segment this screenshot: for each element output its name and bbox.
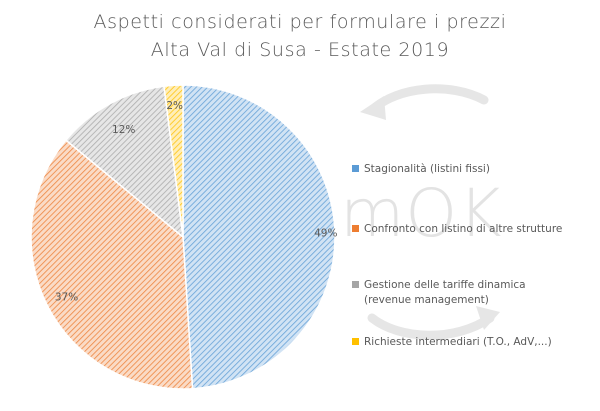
chart-title-line-2: Alta Val di Susa - Estate 2019 [151,39,449,61]
legend-item-richieste-intermediari-t-o-adv: Richieste intermediari (T.O., AdV,...) [352,336,552,348]
legend-label: Stagionalità (listini fissi) [364,163,490,175]
legend-swatch [352,281,359,288]
legend-item-stagionalit-listini-fissi: Stagionalità (listini fissi) [352,163,490,175]
legend-swatch [352,338,359,345]
legend-item-gestione-delle-tariffe-dinamica-revenue-management: Gestione delle tariffe dinamica (revenue … [352,279,526,306]
chart-legend: Stagionalità (listini fissi) Confronto co… [352,163,562,348]
watermark-arrow-bottom-icon [367,313,495,340]
pie-slice-richieste-intermediari-t-o-adv [163,84,184,238]
legend-label: Confronto con listino di altre strutture [364,223,562,235]
watermark-arrowhead-top-icon [360,96,386,120]
data-label-stagionalit-listini-fissi: 49% [314,228,337,240]
watermark: mOK [340,84,503,340]
legend-swatch [352,165,359,172]
pie-slices [30,84,336,390]
legend-item-confronto-con-listino-di-altre-strutture: Confronto con listino di altre strutture [352,223,562,235]
legend-label: Gestione delle tariffe dinamica [364,279,526,291]
legend-swatch [352,225,359,232]
legend-label: Richieste intermediari (T.O., AdV,...) [364,336,552,348]
pie-slice-confronto-con-listino-di-altre-strutture [30,139,194,390]
chart-title-line-1: Aspetti considerati per formulare i prez… [93,11,506,33]
legend-label: (revenue management) [364,294,489,306]
pie-data-labels: 49% 37% 12% 2% [55,100,338,303]
pie-slice-gestione-delle-tariffe-dinamica-revenue-management [64,85,184,239]
data-label-gestione-delle-tariffe-dinamica-revenue-management: 12% [112,124,135,136]
data-label-confronto-con-listino-di-altre-strutture: 37% [55,291,78,303]
watermark-arrow-top-icon [367,84,489,115]
watermark-arrowhead-bottom-icon [476,306,500,330]
data-label-richieste-intermediari-t-o-adv: 2% [166,100,183,112]
pie-slice-stagionalit-listini-fissi [182,84,336,390]
watermark-text: mOK [340,175,503,252]
